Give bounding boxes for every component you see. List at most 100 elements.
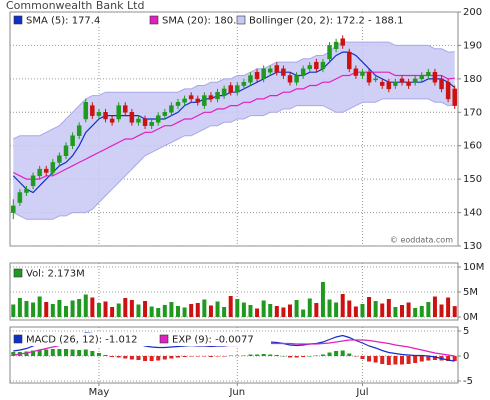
macd-histogram-bar	[222, 356, 227, 357]
macd-histogram-bar	[50, 349, 55, 356]
candle-body	[215, 91, 220, 100]
macd-histogram-bar	[281, 356, 286, 357]
y-tick-label: 170	[463, 107, 482, 118]
legend-label: Bollinger (20, 2): 172.2 - 188.1	[249, 16, 403, 27]
macd-histogram-bar	[162, 356, 167, 360]
volume-bar	[400, 305, 404, 317]
volume-bar	[235, 299, 240, 317]
volume-bar	[307, 298, 312, 317]
macd-histogram-bar	[334, 351, 339, 356]
candle-body	[109, 118, 115, 123]
volume-bar	[96, 303, 101, 317]
y-tick-label: 190	[463, 40, 482, 51]
candle-body	[294, 75, 299, 83]
y-tick-label: 200	[463, 7, 482, 18]
macd-histogram-bar	[241, 355, 246, 356]
candle-body	[17, 192, 23, 203]
legend-swatch	[13, 334, 23, 344]
chart-title: Commonwealth Bank Ltd	[6, 0, 144, 12]
macd-histogram-bar	[116, 356, 121, 358]
candle-body	[70, 135, 75, 146]
volume-bar	[208, 305, 213, 317]
candle-body	[149, 122, 154, 126]
macd-histogram-bar	[235, 355, 240, 356]
candle-body	[353, 68, 359, 76]
candle-body	[439, 78, 444, 90]
macd-histogram-bar	[274, 355, 279, 356]
macd-histogram-bar	[64, 349, 68, 356]
volume-bar	[176, 306, 180, 317]
candle-body	[202, 95, 207, 106]
y-tick-label: 180	[463, 74, 482, 85]
candle-body	[76, 125, 82, 136]
candle-body	[37, 168, 42, 177]
volume-bar	[327, 299, 332, 317]
candle-body	[83, 102, 89, 120]
volume-bar	[83, 294, 88, 317]
legend-swatch	[13, 15, 23, 25]
legend-label: EXP (9): -0.0077	[172, 335, 254, 346]
candle-body	[90, 105, 95, 116]
volume-bar	[70, 300, 75, 317]
candle-body	[241, 81, 247, 86]
macd-histogram-bar	[24, 351, 29, 356]
y-tick-label: 150	[463, 174, 482, 185]
legend-label: MACD (26, 12): -1.012	[26, 335, 138, 346]
macd-histogram-bar	[11, 352, 16, 356]
volume-bar	[446, 297, 451, 317]
candle-body	[287, 75, 293, 83]
macd-histogram-bar	[90, 351, 95, 356]
candle-body	[96, 112, 102, 116]
candle-body	[123, 105, 128, 113]
volume-bar	[44, 302, 49, 317]
candle-body	[136, 118, 141, 123]
volume-bar	[255, 308, 260, 317]
legend-label: Vol: 2.173M	[26, 269, 85, 280]
volume-bar	[386, 299, 391, 317]
legend-swatch	[236, 15, 246, 25]
macd-histogram-bar	[314, 355, 319, 356]
volume-bar	[314, 303, 319, 317]
macd-histogram-bar	[426, 356, 431, 361]
volume-bar	[57, 300, 62, 317]
macd-histogram-bar	[228, 355, 233, 356]
sma-line	[12, 51, 456, 194]
macd-histogram-bar	[320, 354, 325, 356]
candle-body	[221, 88, 227, 96]
macd-histogram-bar	[176, 356, 180, 358]
volume-bar	[90, 297, 95, 317]
candle-body	[254, 71, 260, 80]
macd-histogram-bar	[261, 354, 266, 356]
volume-bar	[261, 300, 266, 317]
macd-histogram-bar	[215, 356, 220, 357]
volume-bar	[37, 296, 42, 317]
volume-bar	[17, 298, 22, 317]
volume-bar	[182, 307, 187, 317]
macd-histogram-bar	[360, 356, 365, 359]
volume-bar	[50, 304, 55, 317]
candle-body	[169, 105, 174, 113]
candle-body	[208, 95, 214, 100]
macd-histogram-bar	[400, 356, 404, 365]
macd-histogram-bar	[31, 350, 36, 356]
macd-histogram-bar	[386, 356, 391, 365]
volume-bar	[373, 301, 378, 317]
candle-body	[314, 61, 319, 70]
macd-histogram-bar	[406, 356, 411, 364]
macd-histogram-bar	[208, 356, 213, 357]
macd-histogram-bar	[77, 350, 82, 356]
candle-body	[235, 85, 240, 93]
x-tick-label: Jul	[355, 387, 368, 398]
x-tick-label: May	[89, 387, 110, 398]
candle-body	[188, 95, 194, 100]
volume-bar	[340, 294, 345, 317]
volume-bar	[281, 307, 286, 317]
volume-bar	[116, 303, 121, 317]
bollinger-lower	[13, 98, 455, 220]
y-tick-label: 5	[463, 326, 469, 337]
volume-bar	[353, 306, 358, 317]
volume-bar	[228, 296, 233, 317]
candle-body	[57, 155, 62, 163]
volume-bar	[215, 301, 220, 317]
